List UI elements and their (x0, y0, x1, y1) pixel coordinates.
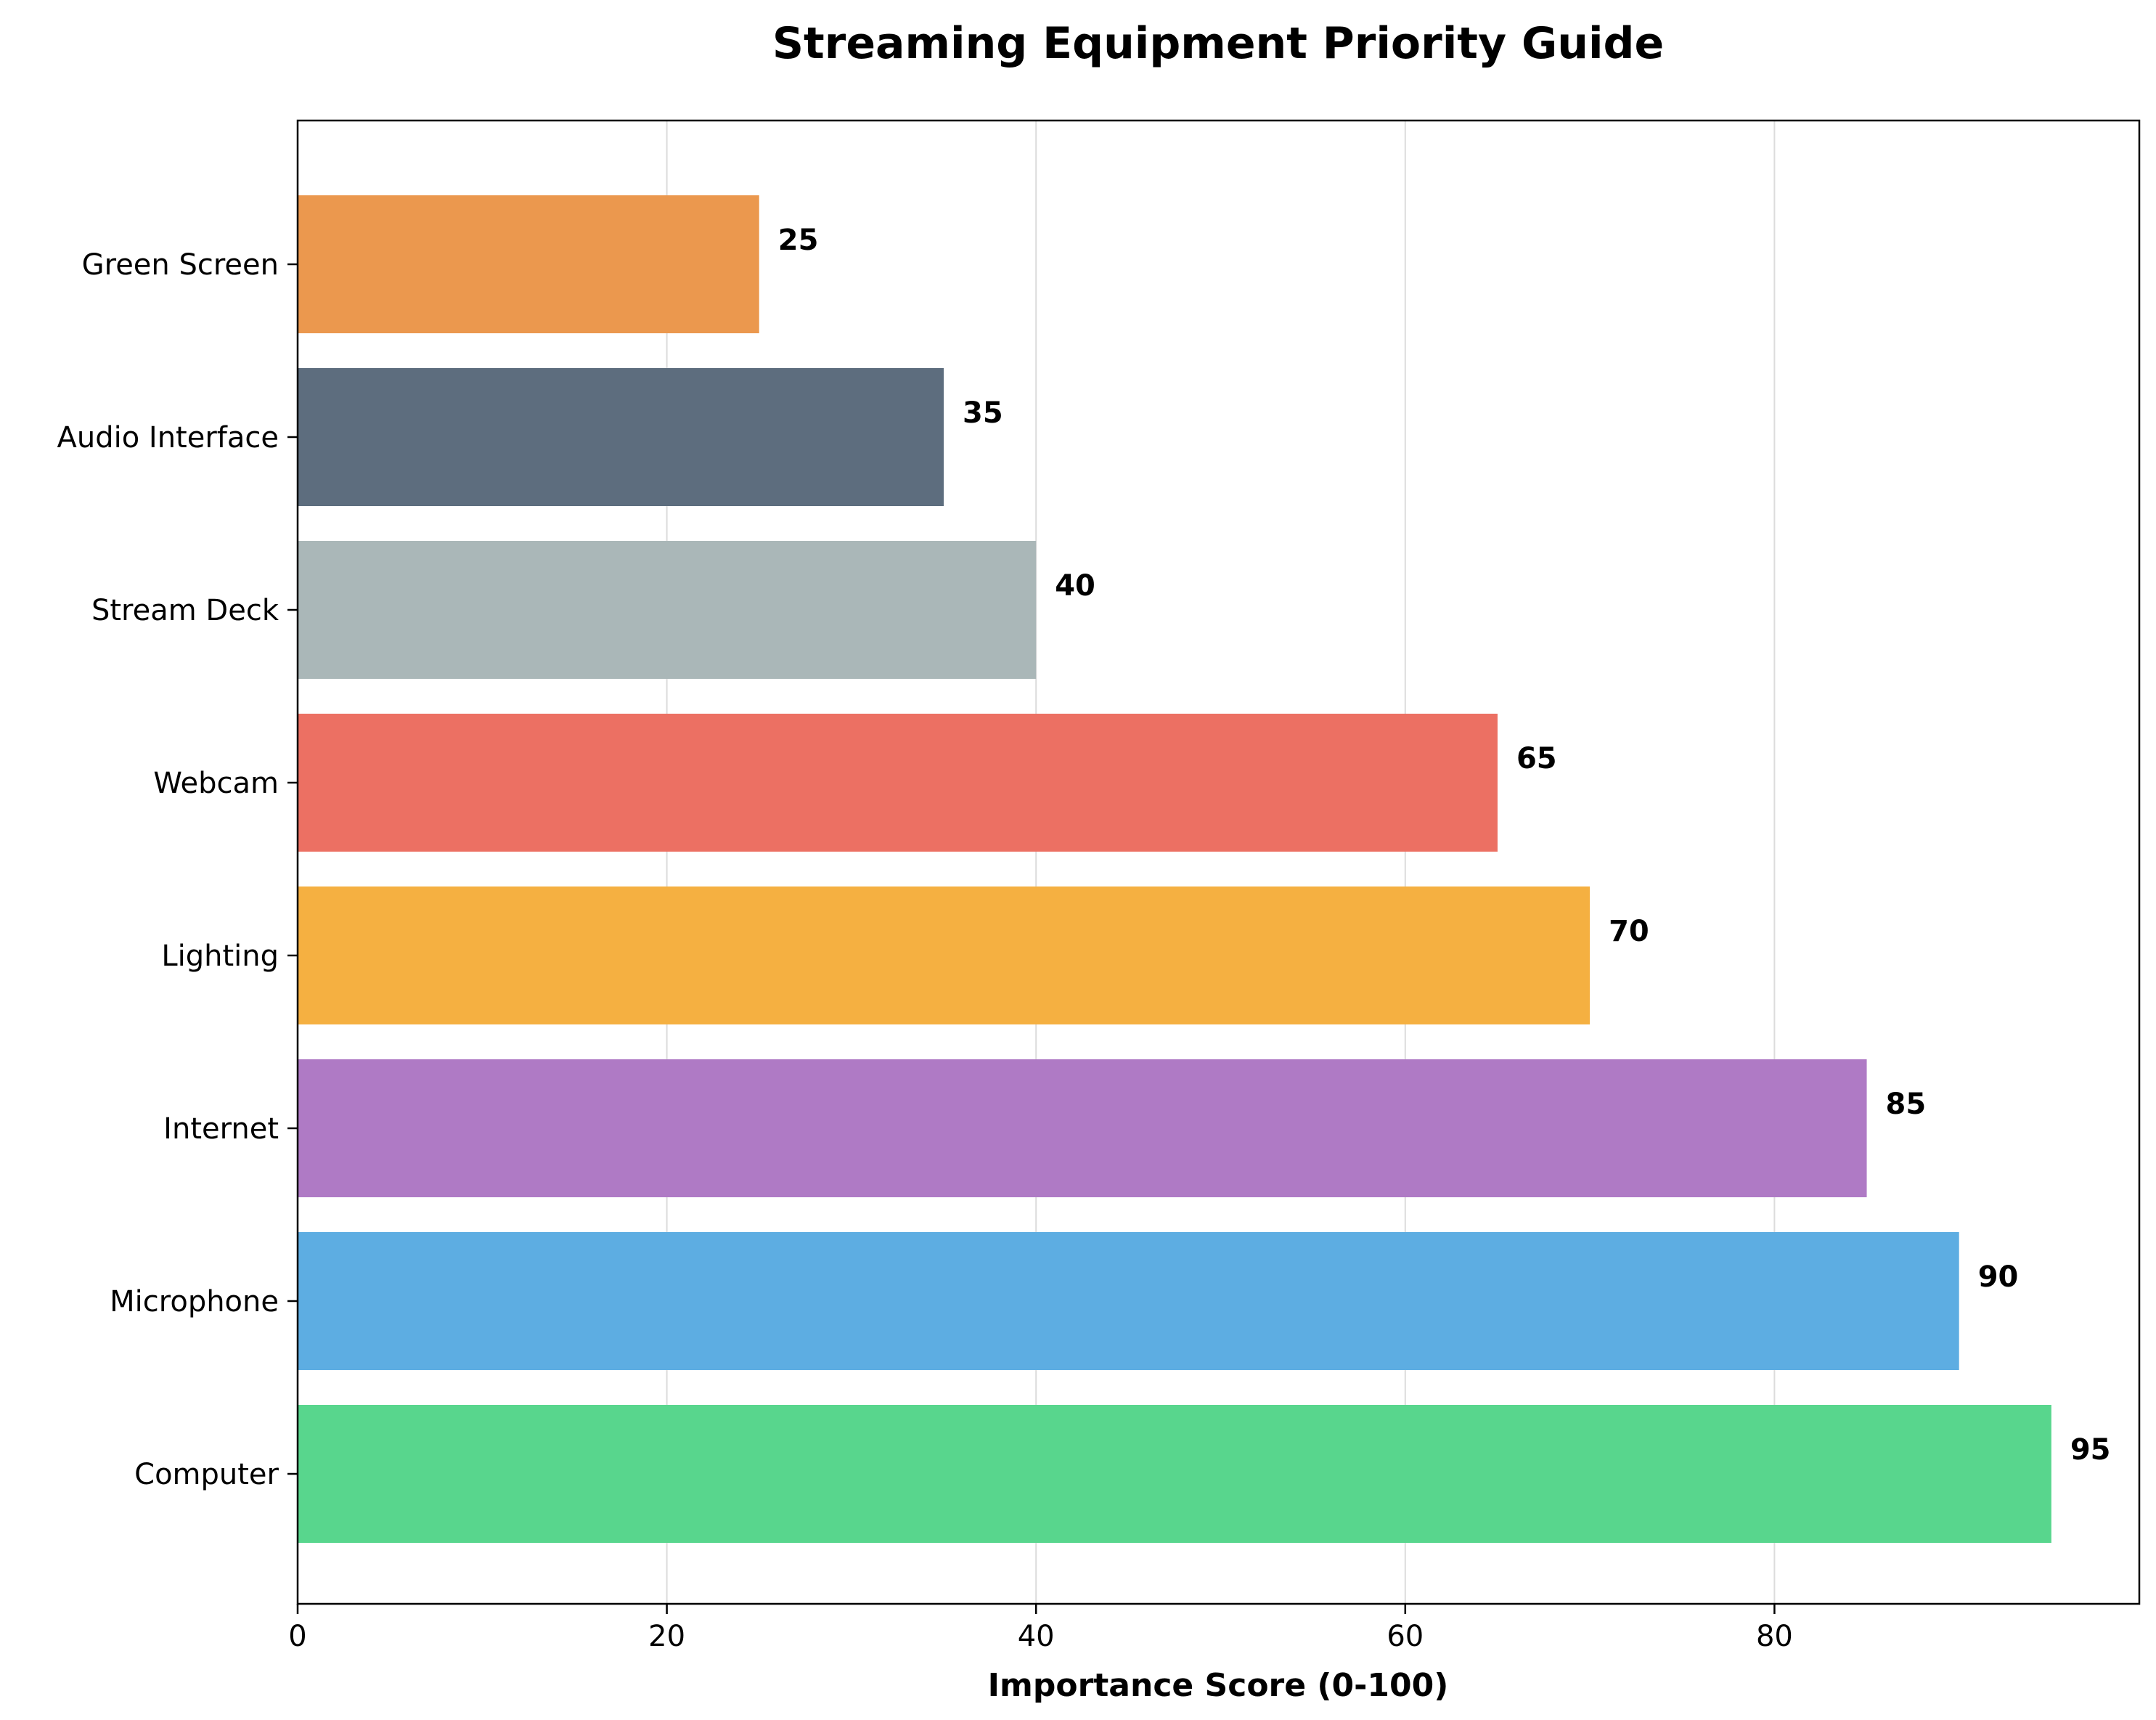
y-tick-label: Green Screen (82, 248, 279, 282)
bar-stream-deck (298, 541, 1037, 679)
bar-microphone (298, 1232, 1959, 1370)
x-tick-label: 40 (1018, 1620, 1055, 1653)
y-tick-label: Audio Interface (57, 421, 279, 455)
x-tick-label: 20 (648, 1620, 685, 1653)
data-label: 65 (1516, 742, 1557, 775)
axis-ticks: 0 20 40 60 80 Computer Microphone Internet Light… (57, 248, 1793, 1653)
bars (298, 195, 2051, 1543)
data-labels: 95 90 85 70 65 40 35 25 (778, 224, 2111, 1467)
y-tick-label: Internet (163, 1112, 279, 1146)
y-tick-label: Webcam (153, 767, 279, 800)
x-tick-label: 60 (1387, 1620, 1424, 1653)
x-tick-label: 0 (288, 1620, 306, 1653)
bar-audio-interface (298, 368, 944, 506)
bar-webcam (298, 714, 1498, 852)
x-tick-label: 80 (1756, 1620, 1793, 1653)
chart-title: Streaming Equipment Priority Guide (772, 18, 1664, 69)
data-label: 35 (963, 396, 1003, 430)
x-axis-label: Importance Score (0-100) (988, 1667, 1449, 1704)
bar-internet (298, 1059, 1867, 1197)
data-label: 25 (778, 224, 819, 257)
plot-frame (296, 119, 2141, 1605)
data-label: 90 (1978, 1260, 2019, 1294)
bar-lighting (298, 887, 1591, 1024)
y-tick-label: Lighting (161, 940, 279, 973)
data-label: 70 (1609, 915, 1649, 948)
y-tick-label: Stream Deck (91, 594, 279, 627)
bar-computer (298, 1405, 2051, 1543)
y-tick-label: Microphone (110, 1285, 279, 1318)
data-label: 40 (1055, 569, 1095, 603)
y-tick-label: Computer (134, 1458, 279, 1491)
data-label: 85 (1886, 1088, 1927, 1121)
data-label: 95 (2070, 1433, 2111, 1467)
bar-green-screen (298, 195, 759, 333)
